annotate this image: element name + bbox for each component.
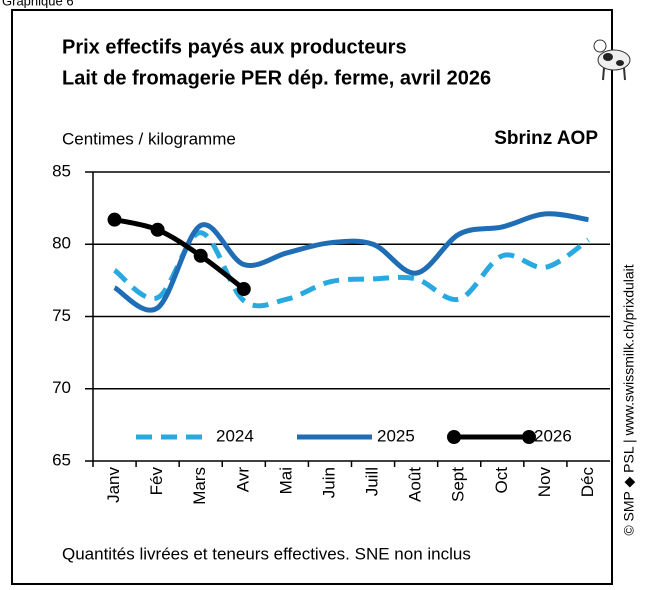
x-tick-label: Mai [276, 467, 295, 494]
series-marker [194, 249, 208, 263]
x-tick-label: Nov [535, 467, 554, 498]
x-tick-label: Oct [492, 467, 511, 494]
chart-title: Prix effectifs payés aux producteurs [62, 36, 407, 58]
series-line [115, 220, 244, 289]
legend-label: 2026 [534, 426, 572, 445]
footnote: Quantités livrées et teneurs effectives.… [62, 544, 471, 563]
x-tick-label: Fév [147, 467, 166, 496]
x-tick-label: Mars [190, 467, 209, 505]
x-tick-label: Sept [449, 467, 468, 502]
series-marker [237, 282, 251, 296]
y-tick-label: 75 [52, 306, 71, 325]
x-tick-label: Avr [233, 467, 252, 493]
x-tick-label: Août [406, 467, 425, 502]
x-tick-label: Juin [319, 467, 338, 498]
legend-label: 2025 [377, 426, 415, 445]
chart-subtitle: Lait de fromagerie PER dép. ferme, avril… [62, 67, 491, 89]
y-tick-label: 65 [52, 450, 71, 469]
series-line [115, 214, 589, 310]
y-axis-label: Centimes / kilogramme [62, 129, 236, 148]
frame [12, 10, 612, 584]
y-tick-label: 70 [52, 378, 71, 397]
y-tick-label: 80 [52, 234, 71, 253]
series-marker [151, 223, 165, 237]
source: © SMP ◆ PSL | www.swissmilk.ch/prixdulai… [621, 264, 637, 535]
series-marker [108, 213, 122, 227]
x-tick-label: Janv [104, 467, 123, 503]
annotation: Sbrinz AOP [494, 128, 598, 149]
legend-marker [447, 430, 461, 444]
x-tick-label: Déc [578, 467, 597, 498]
x-tick-label: Juill [363, 467, 382, 496]
legend-label: 2024 [216, 426, 254, 445]
figure-label: Graphique 6 [2, 0, 74, 8]
y-tick-label: 85 [52, 161, 71, 180]
chart: Graphique 6 Prix effectifs payés aux pro… [0, 0, 647, 585]
